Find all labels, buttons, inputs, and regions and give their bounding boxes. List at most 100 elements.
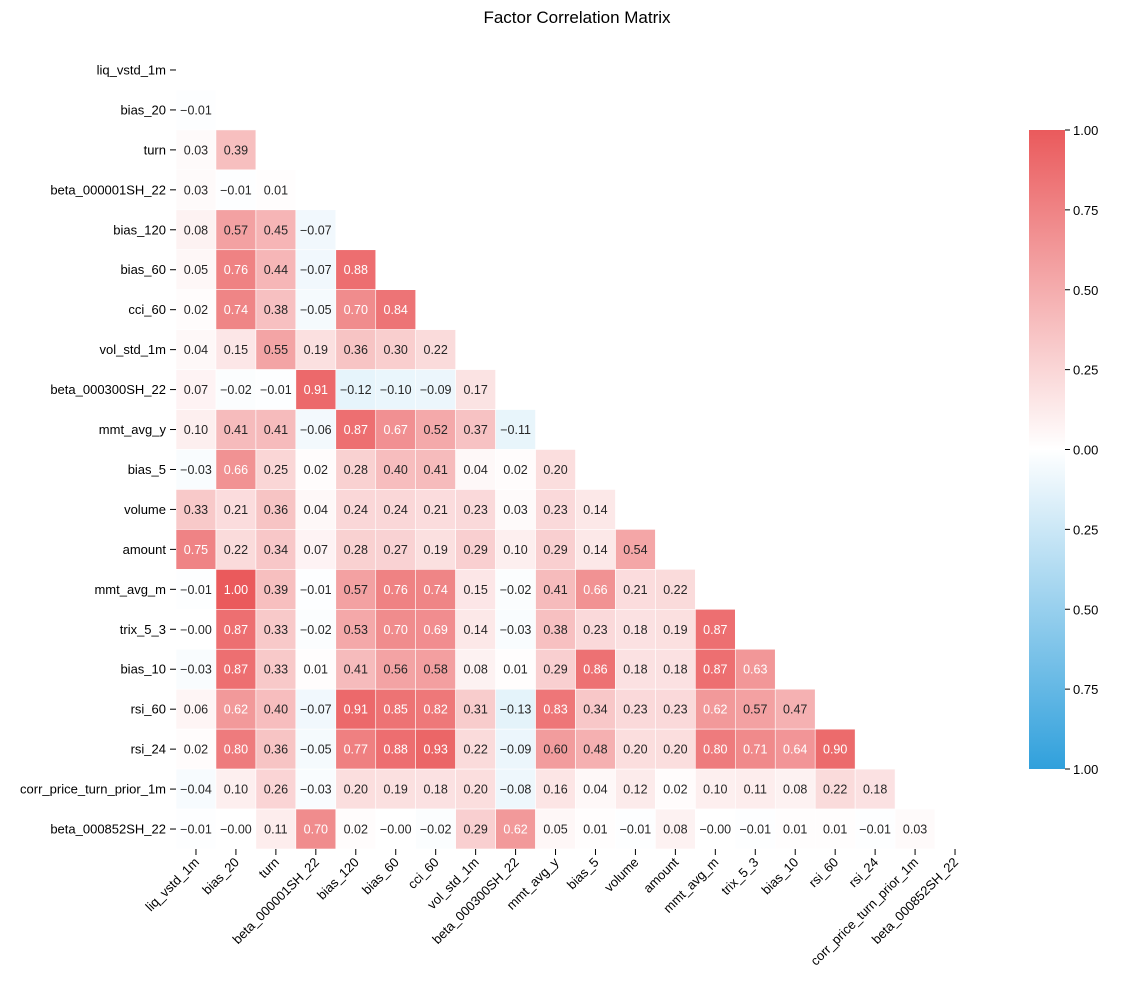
cell-value-label: 0.18: [623, 623, 647, 637]
heatmap-cell: [255, 648, 297, 690]
cell-value-label: 0.87: [224, 623, 248, 637]
heatmap-cell: [615, 688, 656, 730]
heatmap-cell: [375, 489, 417, 530]
heatmap-cell: [615, 808, 656, 850]
cell-value-label: 0.31: [463, 703, 487, 717]
cell-value-label: −0.01: [260, 383, 292, 397]
y-tick-label: bias_120: [113, 222, 166, 237]
cell-value-label: 0.03: [503, 503, 527, 517]
cell-value-label: −0.04: [180, 783, 212, 797]
heatmap-cell: [295, 529, 337, 570]
heatmap-cell: [455, 608, 496, 650]
heatmap-cell: [215, 688, 257, 730]
cell-value-label: 0.22: [463, 743, 487, 757]
heatmap-cell: [215, 728, 257, 770]
heatmap-cell: [575, 728, 616, 770]
cell-value-label: 0.57: [224, 223, 248, 237]
cell-value-label: 0.03: [184, 183, 208, 197]
cell-value-label: 0.87: [703, 623, 727, 637]
colorbar-tick-label: 0.75: [1073, 682, 1098, 697]
cell-value-label: 0.70: [344, 303, 368, 317]
cell-value-label: 0.05: [184, 263, 208, 277]
heatmap-cell: [375, 808, 417, 850]
cell-value-label: 0.29: [543, 663, 567, 677]
y-tick-label: amount: [123, 542, 167, 557]
cell-value-label: −0.00: [220, 823, 252, 837]
cell-value-label: 0.04: [583, 783, 607, 797]
heatmap-cell: [495, 728, 536, 770]
colorbar-tick-label: 1.00: [1073, 762, 1098, 777]
chart-title: Factor Correlation Matrix: [483, 8, 671, 27]
heatmap-cell: [215, 329, 257, 370]
cell-value-label: 0.29: [463, 543, 487, 557]
cell-value-label: 0.02: [503, 463, 527, 477]
heatmap-cell: [455, 768, 496, 810]
heatmap-cell: [455, 449, 496, 490]
cell-value-label: 0.06: [184, 703, 208, 717]
heatmap-cell: [215, 129, 257, 171]
x-tick-label: volume: [601, 855, 641, 895]
heatmap-cell: [215, 449, 257, 490]
cell-value-label: −0.01: [859, 823, 891, 837]
heatmap-cell: [335, 289, 377, 330]
heatmap-cell: [175, 89, 217, 131]
cell-value-label: 0.07: [184, 383, 208, 397]
cell-value-label: −0.00: [180, 623, 212, 637]
heatmap-cell: [535, 648, 576, 690]
cell-value-label: 0.93: [424, 743, 448, 757]
heatmap-cell: [375, 728, 417, 770]
y-tick-label: beta_000300SH_22: [50, 382, 166, 397]
heatmap-cell: [615, 728, 656, 770]
heatmap-cell: [255, 369, 297, 410]
cell-value-label: 0.53: [344, 623, 368, 637]
cell-value-label: 0.63: [743, 663, 767, 677]
heatmap-cell: [415, 409, 456, 450]
cell-value-label: −0.05: [300, 303, 332, 317]
cell-value-label: −0.03: [500, 623, 532, 637]
cell-value-label: 0.57: [344, 583, 368, 597]
heatmap-cell: [774, 808, 816, 850]
cell-value-label: 0.41: [344, 663, 368, 677]
cell-value-label: 0.55: [264, 343, 288, 357]
heatmap-cell: [175, 169, 217, 211]
cell-value-label: 0.03: [184, 143, 208, 157]
cell-value-label: −0.01: [180, 823, 212, 837]
heatmap-cell: [734, 728, 776, 770]
cell-value-label: 0.08: [783, 783, 807, 797]
heatmap-cell: [255, 728, 297, 770]
cell-value-label: 0.14: [583, 503, 607, 517]
x-tick-label: bias_5: [564, 855, 602, 893]
heatmap-cell: [295, 249, 337, 291]
heatmap-cell: [175, 569, 217, 610]
heatmap-cell: [175, 529, 217, 570]
cell-value-label: 0.87: [344, 423, 368, 437]
heatmap-cell: [415, 569, 456, 610]
cell-value-label: 0.02: [184, 743, 208, 757]
heatmap-cell: [535, 728, 576, 770]
cell-value-label: −0.02: [420, 823, 452, 837]
cell-value-label: 0.71: [743, 743, 767, 757]
cell-value-label: 0.17: [463, 383, 487, 397]
cell-value-label: 0.85: [384, 703, 408, 717]
cell-value-label: 0.29: [463, 823, 487, 837]
cell-value-label: 0.18: [623, 663, 647, 677]
cell-value-label: 0.36: [264, 743, 288, 757]
x-tick-label: rsi_24: [846, 855, 882, 891]
heatmap-cell: [255, 768, 297, 810]
cell-value-label: 0.15: [463, 583, 487, 597]
heatmap-cell: [535, 768, 576, 810]
y-tick-label: mmt_avg_m: [94, 582, 166, 597]
cell-value-label: 0.10: [503, 543, 527, 557]
cell-value-label: 0.91: [344, 703, 368, 717]
cell-value-label: −0.02: [500, 583, 532, 597]
heatmap-cell: [335, 608, 377, 650]
cell-value-label: 0.22: [663, 583, 687, 597]
cell-value-label: 0.01: [304, 663, 328, 677]
cell-value-label: 0.86: [583, 663, 607, 677]
heatmap-cell: [415, 808, 456, 850]
cell-value-label: −0.10: [380, 383, 412, 397]
cell-value-label: 0.38: [264, 303, 288, 317]
heatmap-cell: [495, 569, 536, 610]
cell-value-label: 0.57: [743, 703, 767, 717]
heatmap-cell: [575, 569, 616, 610]
